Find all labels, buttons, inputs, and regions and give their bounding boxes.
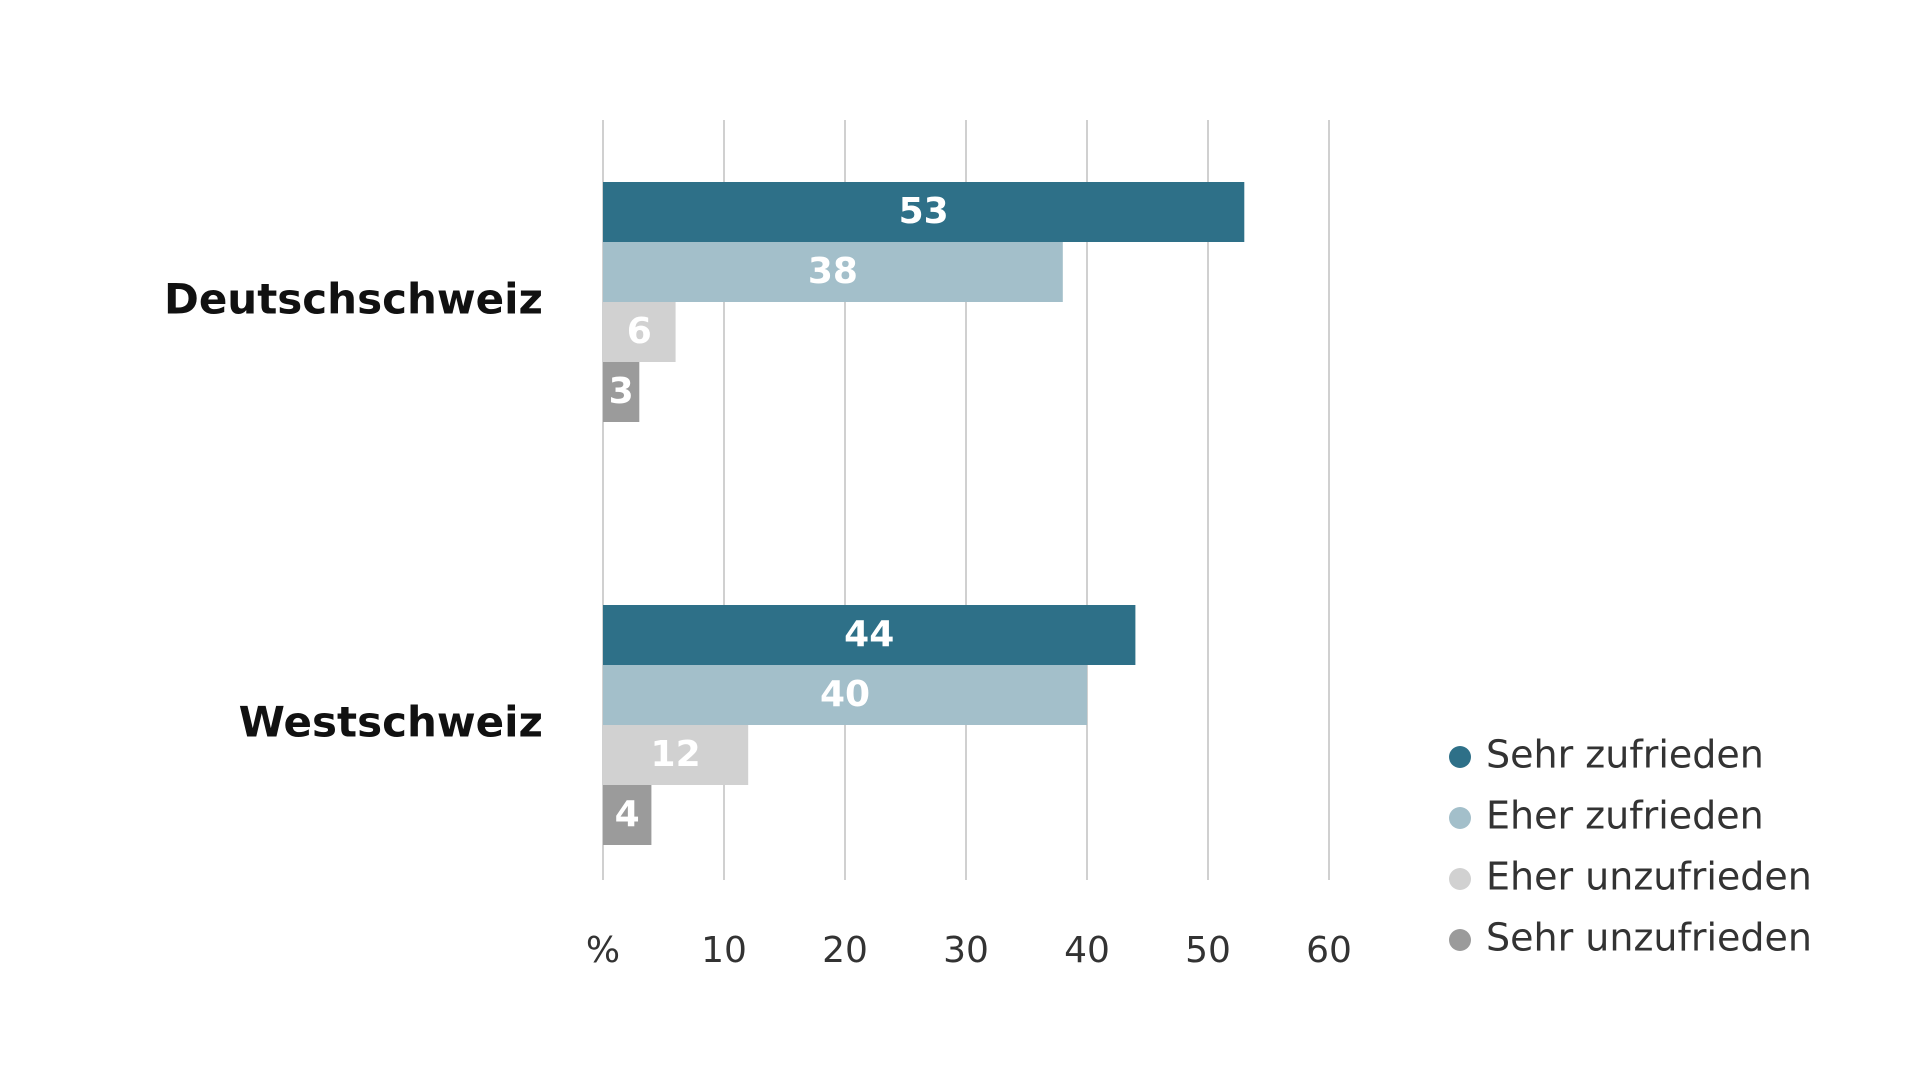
legend-label: Sehr zufrieden — [1486, 733, 1764, 777]
x-tick-label: 30 — [943, 930, 989, 971]
data-label: 44 — [844, 614, 894, 655]
x-tick-label: 50 — [1185, 930, 1231, 971]
legend: Sehr zufrieden Eher zufrieden Eher unzufri… — [1449, 733, 1812, 960]
x-axis-ticks: % 10 20 30 40 50 60 — [586, 930, 1352, 971]
category-label: Deutschschweiz — [164, 275, 543, 324]
x-tick-label: % — [586, 930, 620, 971]
data-label: 53 — [899, 191, 949, 232]
bar — [603, 242, 1063, 302]
legend-label: Eher unzufrieden — [1486, 855, 1812, 899]
bar — [603, 302, 676, 362]
x-tick-label: 60 — [1306, 930, 1352, 971]
legend-marker — [1449, 929, 1471, 951]
legend-marker — [1449, 746, 1471, 768]
data-label: 6 — [627, 311, 652, 352]
data-label: 3 — [609, 371, 634, 412]
bar — [603, 785, 652, 845]
x-tick-label: 10 — [701, 930, 747, 971]
category-label: Westschweiz — [239, 698, 543, 747]
data-label: 4 — [615, 794, 640, 835]
data-label: 40 — [820, 674, 870, 715]
bar — [603, 725, 749, 785]
legend-label: Eher zufrieden — [1486, 794, 1764, 838]
bar — [603, 665, 1087, 725]
x-tick-label: 20 — [822, 930, 868, 971]
bar — [603, 605, 1136, 665]
legend-marker — [1449, 807, 1471, 829]
data-label: 12 — [651, 734, 701, 775]
bar — [603, 362, 640, 422]
legend-label: Sehr unzufrieden — [1486, 916, 1812, 960]
bar — [603, 182, 1245, 242]
category-labels: Deutschschweiz Westschweiz — [164, 275, 543, 747]
x-tick-label: 40 — [1064, 930, 1110, 971]
data-label: 38 — [808, 251, 858, 292]
bars: 53 38 6 3 44 40 12 4 — [603, 182, 1245, 845]
legend-marker — [1449, 868, 1471, 890]
